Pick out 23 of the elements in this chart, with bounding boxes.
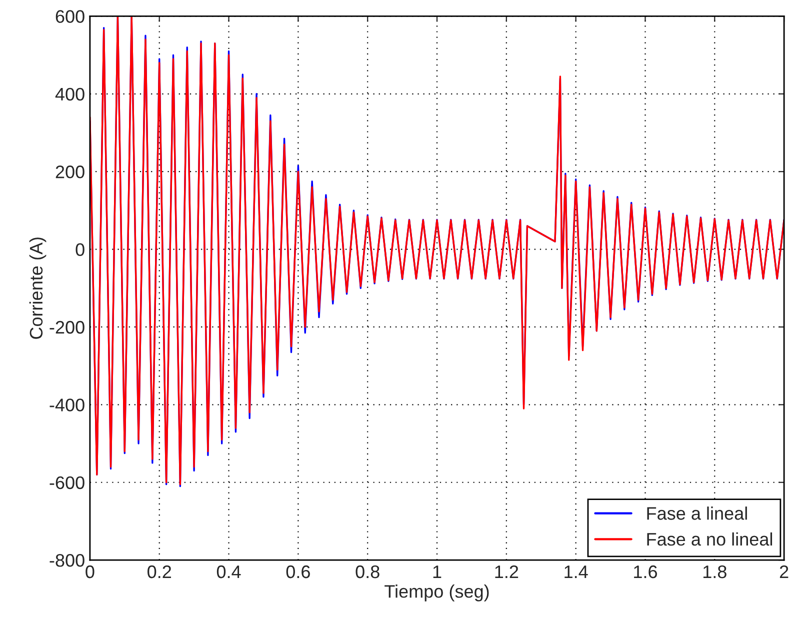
x-tick-label: 0 — [86, 565, 94, 578]
y-tick-label: 400 — [55, 88, 84, 101]
x-tick-label: 1.4 — [564, 566, 588, 578]
x-tick-label: 1.6 — [634, 565, 657, 578]
x-axis-title: Tiempo (seg) — [384, 584, 489, 602]
y-tick-label: 200 — [56, 166, 84, 178]
x-tick-label: 1.8 — [703, 565, 726, 578]
x-tick-label: 1 — [433, 566, 442, 578]
y-tick-label: -600 — [50, 476, 84, 490]
x-tick-label: 0.6 — [286, 565, 310, 578]
x-tick-label: 0.4 — [216, 565, 241, 578]
legend-label: Fase a lineal — [647, 506, 747, 520]
y-tick-label: -400 — [50, 398, 84, 412]
y-tick-label: 0 — [76, 243, 84, 256]
y-tick-label: 600 — [56, 10, 84, 23]
x-tick-label: 0.8 — [356, 565, 380, 578]
y-tick-label: -200 — [50, 320, 84, 334]
y-tick-label: -800 — [50, 554, 84, 567]
x-tick-label: 0.2 — [148, 565, 172, 578]
legend-label: Fase a no lineal — [647, 532, 772, 546]
x-tick-label: 2 — [780, 565, 788, 578]
x-tick-label: 1.2 — [495, 565, 518, 578]
y-axis-title: Corriente (A) — [29, 238, 46, 339]
